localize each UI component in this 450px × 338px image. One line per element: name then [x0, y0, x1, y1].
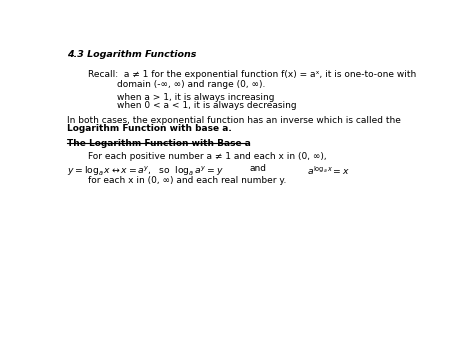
- Text: 4.3 Logarithm Functions: 4.3 Logarithm Functions: [67, 50, 196, 59]
- Text: when a > 1, it is always increasing: when a > 1, it is always increasing: [117, 93, 275, 102]
- Text: and: and: [250, 164, 267, 173]
- Text: The Logarithm Function with Base a: The Logarithm Function with Base a: [67, 139, 251, 148]
- Text: when 0 < a < 1, it is always decreasing: when 0 < a < 1, it is always decreasing: [117, 101, 297, 110]
- Text: $a^{\log_a x} = x$: $a^{\log_a x} = x$: [307, 164, 351, 177]
- Text: $y = \log_a x \leftrightarrow x = a^y,$  so  $\log_a a^y = y$: $y = \log_a x \leftrightarrow x = a^y,$ …: [67, 164, 224, 178]
- Text: Recall:  a ≠ 1 for the exponential function f(x) = aˣ, it is one-to-one with: Recall: a ≠ 1 for the exponential functi…: [88, 71, 416, 79]
- Text: In both cases, the exponential function has an inverse which is called the: In both cases, the exponential function …: [67, 116, 400, 125]
- Text: For each positive number a ≠ 1 and each x in (0, ∞),: For each positive number a ≠ 1 and each …: [88, 152, 326, 161]
- Text: Logarithm Function with base a.: Logarithm Function with base a.: [67, 124, 231, 134]
- Text: domain (-∞, ∞) and range (0, ∞).: domain (-∞, ∞) and range (0, ∞).: [117, 80, 266, 89]
- Text: for each x in (0, ∞) and each real number y.: for each x in (0, ∞) and each real numbe…: [88, 176, 286, 185]
